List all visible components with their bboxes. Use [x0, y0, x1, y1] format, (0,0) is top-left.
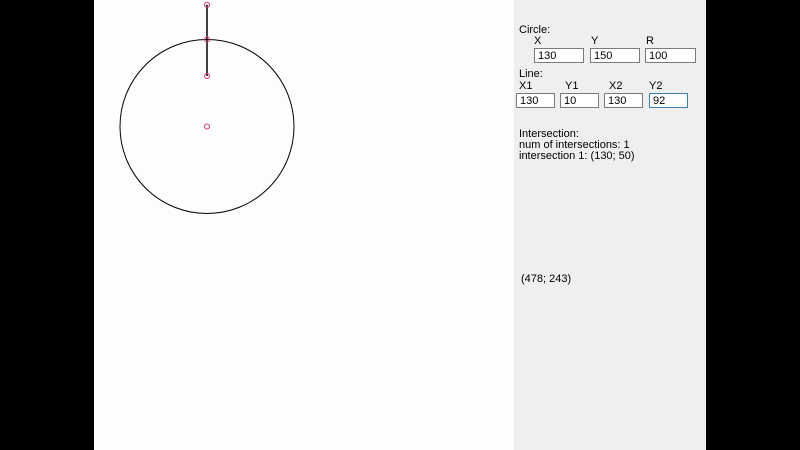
circle-x-label: X: [534, 35, 542, 47]
geometry-scene: [119, 1, 295, 214]
line-y1-input[interactable]: [560, 93, 599, 108]
line-y2-label: Y2: [649, 80, 663, 92]
line-section-label: Line:: [519, 68, 543, 80]
circle-x-input[interactable]: [534, 48, 584, 63]
intersection-marker: [204, 36, 210, 43]
circle-y-label: Y: [591, 35, 599, 47]
circle-r-input[interactable]: [645, 48, 696, 63]
circle-y-input[interactable]: [590, 48, 640, 63]
line-x2-label: X2: [609, 80, 623, 92]
cursor-coordinates: (478; 243): [521, 273, 572, 285]
intersection-label: Intersection:: [519, 128, 579, 140]
line-x2-input[interactable]: [604, 93, 643, 108]
line-y1-label: Y1: [565, 80, 579, 92]
line-end-marker: [204, 73, 210, 80]
intersection-point: intersection 1: (130; 50): [519, 150, 635, 162]
line-y2-input[interactable]: [649, 93, 688, 108]
drawing-canvas[interactable]: [94, 0, 514, 450]
line-start-marker: [204, 1, 210, 8]
circle-section-label: Circle:: [519, 24, 551, 36]
intersection-count: num of intersections: 1: [519, 139, 630, 151]
intersection-results: Intersection: num of intersections: 1 in…: [519, 129, 635, 162]
line-x1-input[interactable]: [516, 93, 555, 108]
circle-center-marker: [204, 123, 210, 130]
controls-panel: Circle: X Y R Line: X1 Y1 X2 Y2 Intersec…: [514, 0, 706, 450]
line-x1-label: X1: [519, 80, 533, 92]
circle-r-label: R: [646, 35, 654, 47]
